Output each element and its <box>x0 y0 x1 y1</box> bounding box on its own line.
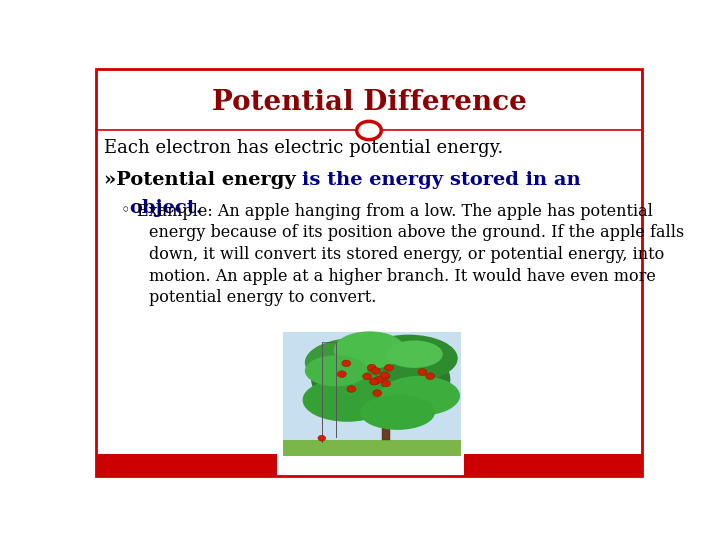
Text: potential energy to convert.: potential energy to convert. <box>148 289 376 306</box>
Circle shape <box>372 368 380 374</box>
Bar <box>282 332 461 456</box>
Circle shape <box>382 380 390 387</box>
Circle shape <box>342 360 351 367</box>
Ellipse shape <box>305 355 367 387</box>
Bar <box>96 454 277 476</box>
Circle shape <box>338 371 346 377</box>
Bar <box>464 454 642 476</box>
Ellipse shape <box>305 338 412 388</box>
Text: Example: An apple hanging from a low. The apple has potential: Example: An apple hanging from a low. Th… <box>138 203 653 220</box>
Ellipse shape <box>302 378 392 422</box>
Text: motion. An apple at a higher branch. It would have even more: motion. An apple at a higher branch. It … <box>148 268 655 285</box>
FancyBboxPatch shape <box>96 69 642 476</box>
Ellipse shape <box>359 335 458 382</box>
Text: Potential Difference: Potential Difference <box>212 89 526 116</box>
Circle shape <box>318 435 325 441</box>
Ellipse shape <box>379 376 460 416</box>
Text: ◦: ◦ <box>121 203 130 220</box>
Circle shape <box>367 364 376 371</box>
Text: object.: object. <box>129 199 203 217</box>
Circle shape <box>426 373 435 380</box>
Bar <box>382 388 390 440</box>
Text: down, it will convert its stored energy, or potential energy, into: down, it will convert its stored energy,… <box>148 246 664 263</box>
Text: energy because of its position above the ground. If the apple falls: energy because of its position above the… <box>148 225 684 241</box>
Ellipse shape <box>311 343 450 415</box>
Circle shape <box>373 390 382 396</box>
Circle shape <box>347 386 356 393</box>
Circle shape <box>371 378 379 384</box>
Circle shape <box>418 369 427 375</box>
Text: is the energy stored in an: is the energy stored in an <box>302 171 581 189</box>
Ellipse shape <box>360 395 435 430</box>
Ellipse shape <box>334 332 405 369</box>
Circle shape <box>381 373 390 380</box>
Circle shape <box>380 372 389 379</box>
Ellipse shape <box>386 341 443 368</box>
Text: »Potential energy: »Potential energy <box>104 171 302 189</box>
Circle shape <box>374 376 383 383</box>
Circle shape <box>369 379 378 385</box>
Circle shape <box>384 364 393 371</box>
Bar <box>282 440 461 456</box>
Circle shape <box>363 373 372 380</box>
Text: Each electron has electric potential energy.: Each electron has electric potential ene… <box>104 139 503 157</box>
Circle shape <box>356 122 382 140</box>
